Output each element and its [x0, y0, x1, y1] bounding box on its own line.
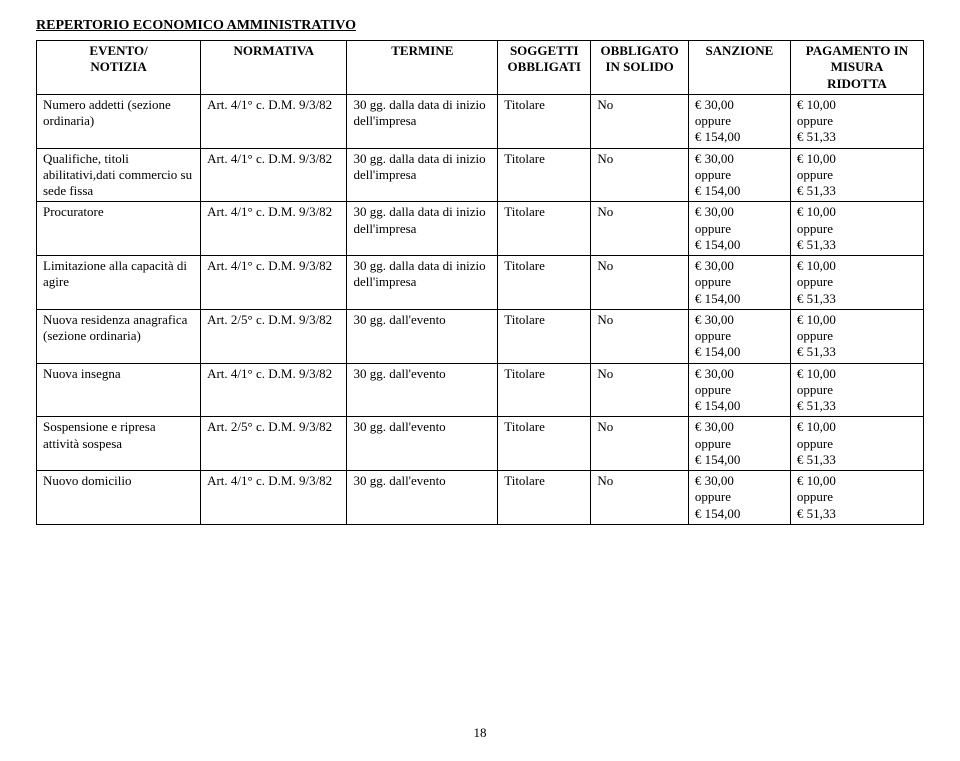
cell-sanzione: € 30,00oppure€ 154,00: [688, 256, 790, 310]
col-normativa: NORMATIVA: [201, 41, 347, 95]
cell-termine: 30 gg. dall'evento: [347, 417, 498, 471]
cell-evento: Qualifiche, titoli abilitativi,dati comm…: [37, 148, 201, 202]
cell-soggetti: Titolare: [498, 363, 591, 417]
table-row: Numero addetti (sezione ordinaria)Art. 4…: [37, 94, 924, 148]
cell-termine: 30 gg. dalla data di inizio dell'impresa: [347, 94, 498, 148]
table-row: ProcuratoreArt. 4/1° c. D.M. 9/3/8230 gg…: [37, 202, 924, 256]
cell-normativa: Art. 4/1° c. D.M. 9/3/82: [201, 363, 347, 417]
cell-evento: Sospensione e ripresa attività sospesa: [37, 417, 201, 471]
cell-soggetti: Titolare: [498, 309, 591, 363]
cell-soggetti: Titolare: [498, 471, 591, 525]
cell-sanzione: € 30,00oppure€ 154,00: [688, 471, 790, 525]
col-sanzione: SANZIONE: [688, 41, 790, 95]
cell-pagamento: € 10,00oppure€ 51,33: [790, 148, 923, 202]
cell-pagamento: € 10,00oppure€ 51,33: [790, 202, 923, 256]
cell-pagamento: € 10,00oppure€ 51,33: [790, 471, 923, 525]
cell-solido: No: [591, 148, 689, 202]
cell-evento: Nuova residenza anagrafica (sezione ordi…: [37, 309, 201, 363]
cell-soggetti: Titolare: [498, 417, 591, 471]
cell-normativa: Art. 4/1° c. D.M. 9/3/82: [201, 202, 347, 256]
cell-normativa: Art. 2/5° c. D.M. 9/3/82: [201, 309, 347, 363]
cell-soggetti: Titolare: [498, 202, 591, 256]
cell-solido: No: [591, 94, 689, 148]
cell-termine: 30 gg. dalla data di inizio dell'impresa: [347, 148, 498, 202]
col-termine: TERMINE: [347, 41, 498, 95]
table-row: Limitazione alla capacità di agireArt. 4…: [37, 256, 924, 310]
cell-sanzione: € 30,00oppure€ 154,00: [688, 202, 790, 256]
cell-evento: Nuova insegna: [37, 363, 201, 417]
cell-pagamento: € 10,00oppure€ 51,33: [790, 417, 923, 471]
table-body: Numero addetti (sezione ordinaria)Art. 4…: [37, 94, 924, 524]
cell-sanzione: € 30,00oppure€ 154,00: [688, 94, 790, 148]
cell-evento: Numero addetti (sezione ordinaria): [37, 94, 201, 148]
col-solido: OBBLIGATOIN SOLIDO: [591, 41, 689, 95]
cell-soggetti: Titolare: [498, 94, 591, 148]
data-table: EVENTO/NOTIZIA NORMATIVA TERMINE SOGGETT…: [36, 40, 924, 525]
cell-solido: No: [591, 256, 689, 310]
cell-normativa: Art. 4/1° c. D.M. 9/3/82: [201, 148, 347, 202]
table-row: Nuova residenza anagrafica (sezione ordi…: [37, 309, 924, 363]
cell-termine: 30 gg. dalla data di inizio dell'impresa: [347, 202, 498, 256]
table-row: Nuova insegnaArt. 4/1° c. D.M. 9/3/8230 …: [37, 363, 924, 417]
cell-evento: Nuovo domicilio: [37, 471, 201, 525]
table-row: Sospensione e ripresa attività sospesaAr…: [37, 417, 924, 471]
cell-sanzione: € 30,00oppure€ 154,00: [688, 363, 790, 417]
cell-sanzione: € 30,00oppure€ 154,00: [688, 148, 790, 202]
cell-solido: No: [591, 471, 689, 525]
cell-soggetti: Titolare: [498, 256, 591, 310]
cell-termine: 30 gg. dall'evento: [347, 363, 498, 417]
cell-normativa: Art. 2/5° c. D.M. 9/3/82: [201, 417, 347, 471]
cell-termine: 30 gg. dall'evento: [347, 471, 498, 525]
cell-sanzione: € 30,00oppure€ 154,00: [688, 417, 790, 471]
table-row: Nuovo domicilioArt. 4/1° c. D.M. 9/3/823…: [37, 471, 924, 525]
cell-solido: No: [591, 417, 689, 471]
page: REPERTORIO ECONOMICO AMMINISTRATIVO EVEN…: [0, 0, 960, 761]
cell-solido: No: [591, 363, 689, 417]
cell-solido: No: [591, 202, 689, 256]
cell-solido: No: [591, 309, 689, 363]
page-number: 18: [36, 725, 924, 761]
col-pagamento: PAGAMENTO INMISURARIDOTTA: [790, 41, 923, 95]
page-title: REPERTORIO ECONOMICO AMMINISTRATIVO: [36, 18, 924, 34]
cell-normativa: Art. 4/1° c. D.M. 9/3/82: [201, 256, 347, 310]
header-row: EVENTO/NOTIZIA NORMATIVA TERMINE SOGGETT…: [37, 41, 924, 95]
cell-sanzione: € 30,00oppure€ 154,00: [688, 309, 790, 363]
cell-termine: 30 gg. dalla data di inizio dell'impresa: [347, 256, 498, 310]
cell-pagamento: € 10,00oppure€ 51,33: [790, 94, 923, 148]
cell-evento: Procuratore: [37, 202, 201, 256]
cell-pagamento: € 10,00oppure€ 51,33: [790, 256, 923, 310]
cell-termine: 30 gg. dall'evento: [347, 309, 498, 363]
cell-pagamento: € 10,00oppure€ 51,33: [790, 363, 923, 417]
cell-evento: Limitazione alla capacità di agire: [37, 256, 201, 310]
cell-normativa: Art. 4/1° c. D.M. 9/3/82: [201, 94, 347, 148]
cell-pagamento: € 10,00oppure€ 51,33: [790, 309, 923, 363]
cell-soggetti: Titolare: [498, 148, 591, 202]
col-soggetti: SOGGETTIOBBLIGATI: [498, 41, 591, 95]
cell-normativa: Art. 4/1° c. D.M. 9/3/82: [201, 471, 347, 525]
table-row: Qualifiche, titoli abilitativi,dati comm…: [37, 148, 924, 202]
col-evento: EVENTO/NOTIZIA: [37, 41, 201, 95]
